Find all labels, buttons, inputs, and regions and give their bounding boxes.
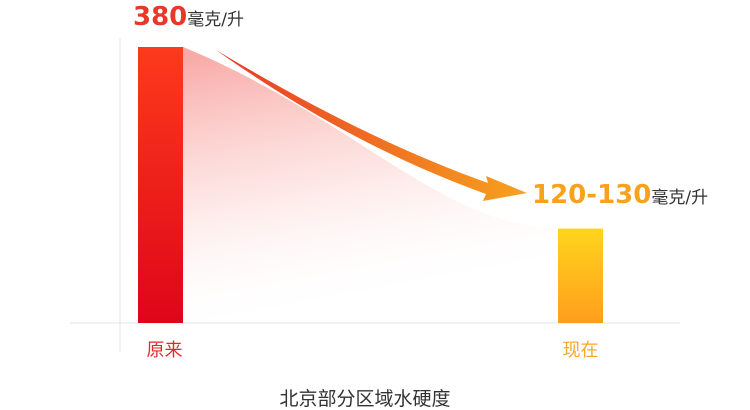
value-number-now: 120-130	[532, 180, 651, 210]
bar-now	[558, 228, 603, 323]
value-label-before: 380毫克/升	[133, 2, 244, 32]
value-unit-now: 毫克/升	[651, 188, 708, 208]
decline-area	[183, 47, 558, 323]
x-axis-label: 北京部分区域水硬度	[279, 388, 450, 410]
value-number-before: 380	[133, 2, 187, 32]
value-label-now: 120-130毫克/升	[532, 180, 708, 210]
value-unit-before: 毫克/升	[187, 10, 244, 30]
category-label-before: 原来	[147, 340, 183, 361]
category-label-now: 现在	[563, 340, 599, 361]
decline-arrow	[216, 50, 527, 201]
bar-before	[138, 47, 183, 323]
